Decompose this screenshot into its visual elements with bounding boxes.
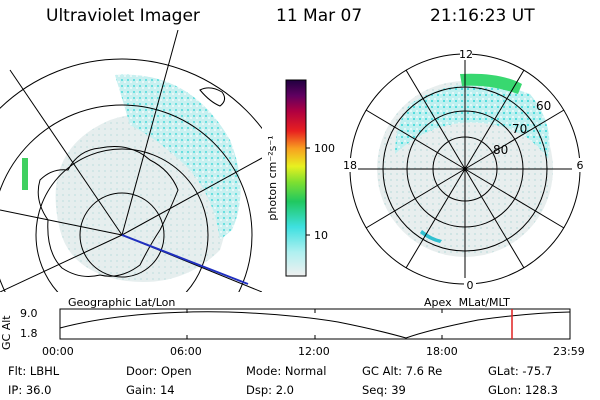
altitude-curve <box>59 311 571 339</box>
mlt-label-bg <box>572 158 586 172</box>
instrument-title: Ultraviolet Imager <box>46 6 200 26</box>
apex-oval-bright <box>460 73 522 94</box>
time-label: 21:16:23 UT <box>430 6 535 26</box>
altitude-ylabel: GC Alt <box>0 315 13 350</box>
mlt-label-0: 0 <box>467 279 474 292</box>
colorbar: photon cm⁻²s⁻¹ <box>266 79 310 277</box>
status-glat: GLat: -75.7 <box>488 364 553 378</box>
coast-fragment <box>199 87 226 107</box>
altitude-ytick-9: 9.0 <box>20 307 38 320</box>
continent-outline <box>37 146 179 277</box>
colorbar-scale <box>285 79 307 277</box>
colorbar-tick-label-100: 100 <box>314 142 335 155</box>
lat-label-60: 60 <box>536 99 551 113</box>
lat-label-70: 70 <box>512 122 527 136</box>
satellite-track <box>121 234 249 285</box>
altitude-xtick-1200: 12:00 <box>298 345 330 358</box>
apex-aurora-oval <box>395 83 550 159</box>
apex-grid <box>349 53 581 285</box>
altitude-ytick-1: 1.8 <box>20 327 38 340</box>
altitude-xtick-0600: 06:00 <box>170 345 202 358</box>
longitude-lines <box>0 30 262 292</box>
status-gc-alt: GC Alt: 7.6 Re <box>362 364 443 378</box>
altitude-xtick-0000: 00:00 <box>42 345 74 358</box>
altitude-xtick-2359: 23:59 <box>553 345 585 358</box>
mlt-label-12: 12 <box>459 48 473 61</box>
status-filter: Flt: LBHL <box>8 364 60 378</box>
apex-panel-label: Apex MLat/MLT <box>424 296 510 309</box>
edge-emission <box>22 158 28 190</box>
altitude-x-ticks <box>186 309 443 339</box>
altitude-xtick-1800: 18:00 <box>426 345 458 358</box>
apex-polar-plot: 12 18 6 0 60 70 80 <box>342 48 586 292</box>
mlt-label-bg <box>464 278 476 292</box>
status-dsp: Dsp: 2.0 <box>246 383 294 397</box>
status-mode: Mode: Normal <box>246 364 327 378</box>
status-ip: IP: 36.0 <box>8 383 52 397</box>
geo-panel-label: Geographic Lat/Lon <box>68 296 176 309</box>
date-label: 11 Mar 07 <box>276 6 363 26</box>
status-door: Door: Open <box>126 364 192 378</box>
altitude-plot-frame <box>59 308 571 340</box>
status-glon: GLon: 128.3 <box>488 383 558 397</box>
mlt-label-6: 6 <box>577 159 584 172</box>
colorbar-tick-label-10: 10 <box>314 229 328 242</box>
mlt-label-18: 18 <box>343 159 357 172</box>
mlt-label-bg <box>342 158 358 172</box>
latitude-circles <box>0 58 262 292</box>
mlt-label-bg <box>460 48 472 60</box>
apex-arc-feature <box>420 230 442 243</box>
geographic-map <box>0 30 262 292</box>
altitude-plot <box>59 308 571 340</box>
status-seq: Seq: 39 <box>362 383 406 397</box>
lat-label-80: 80 <box>493 143 508 157</box>
colorbar-unit-label: photon cm⁻²s⁻¹ <box>266 135 279 220</box>
status-gain: Gain: 14 <box>126 383 175 397</box>
aurora-oval <box>115 74 241 240</box>
